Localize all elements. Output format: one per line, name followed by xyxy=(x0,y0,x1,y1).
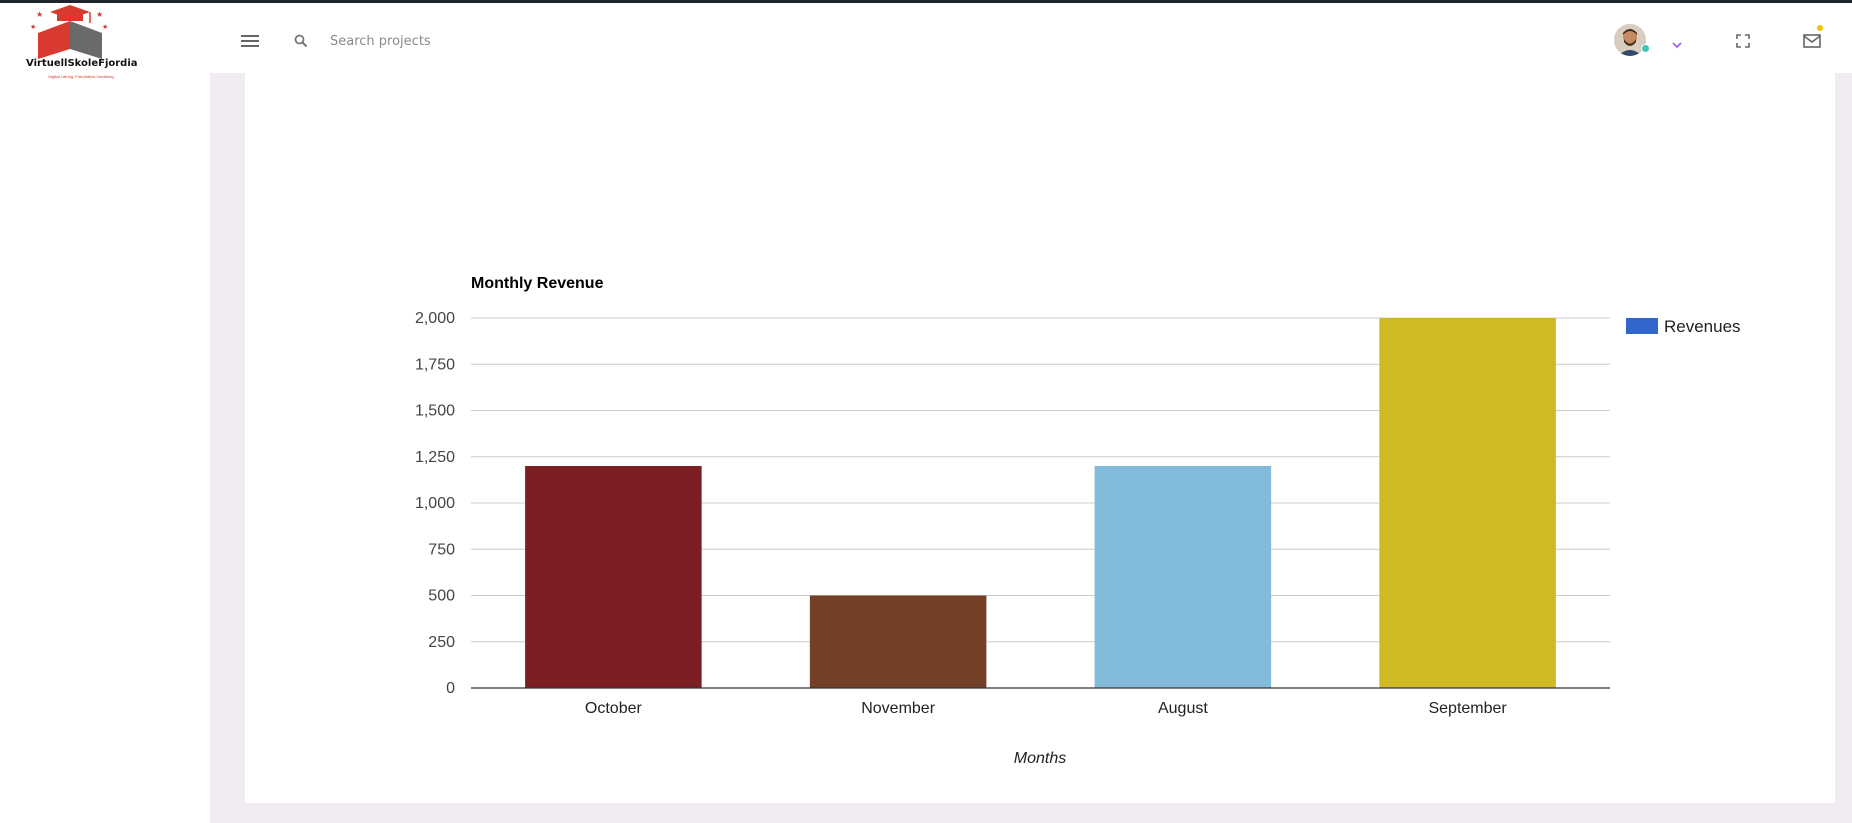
x-tick-label: September xyxy=(1428,700,1507,717)
legend-label: Revenues xyxy=(1664,317,1741,336)
chart-title: Monthly Revenue xyxy=(471,275,604,292)
legend-swatch xyxy=(1626,318,1658,334)
chevron-down-icon[interactable] xyxy=(1671,36,1683,49)
search-icon xyxy=(294,34,308,48)
x-tick-label: October xyxy=(585,700,643,717)
notification-dot xyxy=(1817,25,1823,31)
y-tick-label: 2,000 xyxy=(415,310,455,327)
y-tick-label: 750 xyxy=(428,541,455,558)
bar xyxy=(809,595,987,688)
logo-tagline: Digital Læring, Fremtidens Vurdering xyxy=(48,74,114,79)
logo-name: VirtuellSkoleFjordia xyxy=(26,58,138,69)
online-status-dot xyxy=(1641,44,1650,53)
bar xyxy=(525,466,702,688)
y-tick-label: 0 xyxy=(446,680,455,697)
search-input[interactable] xyxy=(330,29,610,53)
svg-text:★: ★ xyxy=(96,10,103,19)
y-tick-label: 1,500 xyxy=(415,403,455,420)
x-tick-label: November xyxy=(861,700,935,717)
y-tick-label: 1,000 xyxy=(415,495,455,512)
x-axis-title: Months xyxy=(1013,750,1067,767)
menu-icon[interactable] xyxy=(240,33,260,49)
svg-text:★: ★ xyxy=(36,10,43,19)
y-tick-label: 250 xyxy=(428,634,455,651)
chart-card xyxy=(245,73,1835,803)
top-header: ★ ★ ★ ★ VirtuellSkoleFjordia Digital Lær… xyxy=(0,3,1852,79)
y-tick-label: 1,750 xyxy=(415,356,455,373)
svg-text:★: ★ xyxy=(102,23,108,31)
logo[interactable]: ★ ★ ★ ★ VirtuellSkoleFjordia Digital Lær… xyxy=(26,3,138,83)
top-border xyxy=(0,0,1852,3)
y-tick-label: 500 xyxy=(428,588,455,605)
bar xyxy=(1379,318,1556,688)
y-tick-label: 1,250 xyxy=(415,449,455,466)
logo-emblem-icon: ★ ★ ★ ★ xyxy=(30,5,108,59)
bar xyxy=(1094,466,1272,688)
avatar[interactable] xyxy=(1614,24,1646,56)
mail-icon[interactable] xyxy=(1803,34,1821,48)
svg-text:★: ★ xyxy=(30,23,36,31)
fullscreen-icon[interactable] xyxy=(1736,34,1750,48)
search-bar xyxy=(294,29,614,53)
x-tick-label: August xyxy=(1158,700,1208,717)
